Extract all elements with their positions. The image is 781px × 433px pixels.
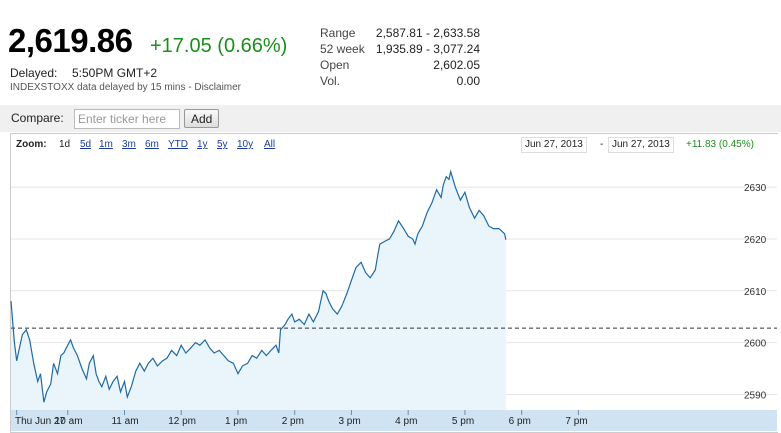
- y-tick-label: 2590: [744, 390, 767, 401]
- add-ticker-button[interactable]: Add: [184, 109, 220, 128]
- x-tick-label: Thu Jun 27: [15, 416, 65, 427]
- x-tick-label: 10 am: [55, 416, 83, 427]
- x-tick-label: 4 pm: [395, 416, 417, 427]
- zoom-option-1m[interactable]: 1m: [99, 139, 113, 150]
- x-tick-label: 5 pm: [452, 416, 474, 427]
- stat-label-52-week: 52 week: [320, 42, 365, 56]
- x-tick-label: 1 pm: [225, 416, 247, 427]
- zoom-option-1y[interactable]: 1y: [197, 139, 208, 150]
- y-tick-label: 2620: [744, 235, 767, 246]
- stat-value-52-week: 1,935.89 - 3,077.24: [375, 42, 480, 56]
- ticker-input[interactable]: [74, 109, 180, 129]
- date-separator: -: [600, 139, 604, 150]
- stat-label-volume: Vol.: [320, 74, 341, 88]
- stat-value-range: 2,587.81 - 2,633.58: [375, 26, 480, 40]
- stat-label-range: Range: [320, 26, 356, 40]
- x-tick-label: 12 pm: [168, 416, 196, 427]
- stat-value-volume: 0.00: [456, 74, 480, 88]
- price-line: [10, 169, 507, 403]
- price-area-fill: [11, 171, 506, 410]
- x-axis-band: [11, 410, 777, 431]
- price-value: 2,619.86: [8, 22, 133, 59]
- x-tick-label: 3 pm: [338, 416, 360, 427]
- x-tick-label: 7 pm: [565, 416, 587, 427]
- zoom-option-all[interactable]: All: [264, 139, 276, 150]
- zoom-label: Zoom:: [16, 139, 47, 150]
- x-tick-label: 11 am: [111, 416, 138, 427]
- stat-value-open: 2,602.05: [433, 58, 480, 72]
- y-tick-label: 2610: [744, 287, 767, 298]
- compare-label: Compare:: [11, 111, 64, 125]
- delayed-time: 5:50PM GMT+2: [72, 66, 158, 80]
- y-tick-label: 2600: [744, 339, 767, 350]
- delay-disclaimer: INDEXSTOXX data delayed by 15 mins - Dis…: [10, 82, 242, 93]
- zoom-option-1d[interactable]: 1d: [59, 139, 71, 150]
- zoom-option-6m[interactable]: 6m: [145, 139, 159, 150]
- zoom-option-5y[interactable]: 5y: [217, 139, 228, 150]
- date-from[interactable]: Jun 27, 2013: [521, 137, 587, 153]
- zoom-option-3m[interactable]: 3m: [122, 139, 136, 150]
- y-tick-label: 2630: [744, 183, 767, 194]
- stat-label-open: Open: [320, 58, 350, 72]
- price-change: +17.05 (0.66%): [150, 35, 288, 57]
- date-to[interactable]: Jun 27, 2013: [608, 137, 674, 153]
- delayed-label: Delayed:: [10, 66, 58, 80]
- zoom-option-10y[interactable]: 10y: [237, 139, 254, 150]
- zoom-option-ytd[interactable]: YTD: [168, 139, 188, 150]
- x-tick-label: 6 pm: [509, 416, 531, 427]
- zoom-option-5d[interactable]: 5d: [80, 139, 92, 150]
- x-tick-label: 2 pm: [282, 416, 304, 427]
- range-change: +11.83 (0.45%): [686, 139, 754, 150]
